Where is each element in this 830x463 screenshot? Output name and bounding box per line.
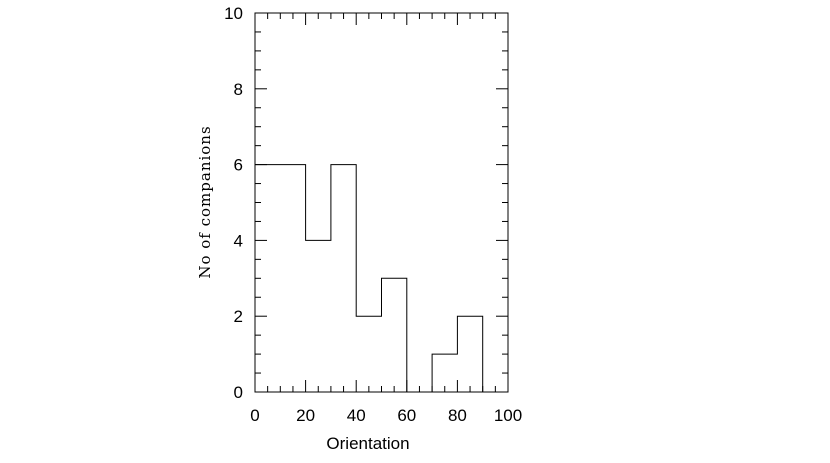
plot-frame	[254, 12, 509, 393]
histogram-bar	[382, 278, 407, 392]
y-axis-label: No of companions	[196, 125, 214, 278]
y-tick-labels: 0 2 4 6 8 10	[224, 4, 243, 402]
y-tick-label: 0	[234, 383, 243, 402]
histogram-step-line	[254, 164, 484, 393]
histogram-bar	[255, 165, 306, 392]
histogram-bars	[255, 165, 483, 392]
major-ticks	[254, 12, 509, 393]
histogram-bar	[306, 240, 331, 392]
y-tick-label: 6	[234, 156, 243, 175]
y-tick-label: 4	[234, 231, 243, 250]
histogram-bar	[356, 316, 381, 392]
histogram-bar	[331, 165, 356, 392]
x-tick-label: 40	[347, 406, 366, 425]
x-tick-label: 80	[448, 406, 467, 425]
x-tick-label: 100	[494, 406, 522, 425]
histogram-bar	[457, 316, 482, 392]
x-tick-labels: 0 20 40 60 80 100	[250, 406, 522, 425]
y-tick-label: 8	[234, 80, 243, 99]
minor-ticks	[255, 13, 508, 392]
y-tick-label: 2	[234, 307, 243, 326]
x-tick-label: 0	[250, 406, 259, 425]
x-tick-label: 60	[397, 406, 416, 425]
y-tick-label: 10	[224, 4, 243, 23]
x-axis-label: Orientation	[326, 434, 409, 453]
x-tick-label: 20	[296, 406, 315, 425]
